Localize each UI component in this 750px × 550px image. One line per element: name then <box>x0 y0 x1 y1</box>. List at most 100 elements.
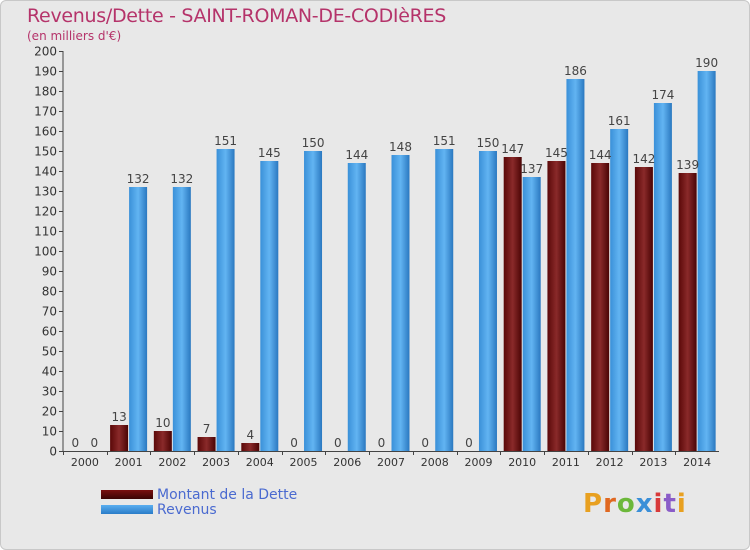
data-label-revenus: 151 <box>433 134 456 148</box>
data-label-revenus: 150 <box>477 136 500 150</box>
data-label-revenus: 151 <box>214 134 237 148</box>
data-label-dette: 0 <box>465 436 473 450</box>
x-tick-label: 2014 <box>683 456 711 469</box>
data-label-revenus: 148 <box>389 140 412 154</box>
data-label-revenus: 144 <box>345 148 368 162</box>
legend-label-dette: Montant de la Dette <box>157 486 298 503</box>
y-tick-label: 50 <box>42 345 57 359</box>
bar-dette <box>591 163 610 451</box>
x-tick-label: 2000 <box>71 456 99 469</box>
y-tick-label: 160 <box>34 125 57 139</box>
bar-dette <box>503 157 522 451</box>
data-label-revenus: 0 <box>91 436 99 450</box>
y-tick-label: 140 <box>34 165 57 179</box>
logo-letter: o <box>616 489 636 519</box>
chart-title: Revenus/Dette - SAINT-ROMAN-DE-CODIèRES <box>27 5 446 27</box>
logo-letter: r <box>603 489 617 519</box>
data-label-dette: 0 <box>421 436 429 450</box>
bar-revenus <box>172 187 191 451</box>
y-tick-label: 40 <box>42 365 57 379</box>
bar-dette <box>547 161 566 451</box>
x-tick-label: 2013 <box>639 456 667 469</box>
legend-swatch-dette <box>101 490 153 499</box>
data-label-dette: 13 <box>111 410 126 424</box>
y-tick-label: 180 <box>34 85 57 99</box>
data-label-dette: 142 <box>632 152 655 166</box>
y-tick-label: 0 <box>49 445 57 459</box>
proxiti-logo: Proxiti <box>583 489 687 519</box>
bar-revenus <box>653 103 672 451</box>
bar-revenus <box>216 149 235 451</box>
data-label-dette: 4 <box>246 428 254 442</box>
y-tick-label: 170 <box>34 105 57 119</box>
logo-letter: t <box>663 489 677 519</box>
y-tick-label: 90 <box>42 265 57 279</box>
logo-letter: x <box>635 489 654 519</box>
x-tick-label: 2011 <box>552 456 580 469</box>
y-tick-label: 120 <box>34 205 57 219</box>
x-tick-label: 2005 <box>290 456 318 469</box>
bar-revenus <box>610 129 629 451</box>
bar-revenus <box>347 163 366 451</box>
x-tick-label: 2006 <box>333 456 361 469</box>
bar-revenus <box>304 151 323 451</box>
legend-label-revenus: Revenus <box>157 501 217 518</box>
data-label-revenus: 132 <box>127 172 150 186</box>
data-label-revenus: 145 <box>258 146 281 160</box>
y-tick-label: 150 <box>34 145 57 159</box>
bar-dette <box>241 443 260 451</box>
logo-letter: i <box>676 489 687 519</box>
x-tick-label: 2012 <box>596 456 624 469</box>
bar-dette <box>153 431 172 451</box>
bar-dette <box>197 437 216 451</box>
bar-revenus <box>129 187 148 451</box>
data-label-revenus: 132 <box>170 172 193 186</box>
y-tick-label: 200 <box>34 45 57 59</box>
logo-letter: P <box>583 489 604 519</box>
data-label-revenus: 137 <box>520 162 543 176</box>
data-label-dette: 0 <box>378 436 386 450</box>
data-label-dette: 0 <box>290 436 298 450</box>
data-label-dette: 145 <box>545 146 568 160</box>
y-tick-label: 100 <box>34 245 57 259</box>
y-tick-label: 30 <box>42 385 57 399</box>
data-label-revenus: 190 <box>695 56 718 70</box>
x-tick-label: 2008 <box>421 456 449 469</box>
y-tick-label: 60 <box>42 325 57 339</box>
data-label-dette: 10 <box>155 416 170 430</box>
bar-revenus <box>522 177 541 451</box>
data-label-dette: 7 <box>203 422 211 436</box>
data-label-revenus: 150 <box>302 136 325 150</box>
bar-revenus <box>260 161 279 451</box>
x-tick-label: 2007 <box>377 456 405 469</box>
y-tick-label: 70 <box>42 305 57 319</box>
x-tick-label: 2003 <box>202 456 230 469</box>
chart-bars <box>110 71 716 451</box>
bar-dette <box>678 173 697 451</box>
x-tick-label: 2001 <box>115 456 143 469</box>
data-label-dette: 139 <box>676 158 699 172</box>
bar-revenus <box>391 155 410 451</box>
data-label-revenus: 161 <box>608 114 631 128</box>
chart-axes: 0102030405060708090100110120130140150160… <box>34 45 719 469</box>
legend-swatch-revenus <box>101 505 153 514</box>
x-tick-label: 2010 <box>508 456 536 469</box>
data-label-dette: 144 <box>589 148 612 162</box>
data-label-revenus: 174 <box>651 88 674 102</box>
y-tick-label: 190 <box>34 65 57 79</box>
data-label-dette: 147 <box>501 142 524 156</box>
x-tick-label: 2004 <box>246 456 274 469</box>
legend-item-dette: Montant de la Dette <box>101 486 298 503</box>
y-tick-label: 130 <box>34 185 57 199</box>
logo-letter: i <box>653 489 664 519</box>
bar-revenus <box>435 149 454 451</box>
bar-revenus <box>566 79 585 451</box>
y-tick-label: 10 <box>42 425 57 439</box>
data-label-revenus: 186 <box>564 64 587 78</box>
x-tick-label: 2009 <box>464 456 492 469</box>
y-tick-label: 110 <box>34 225 57 239</box>
x-tick-label: 2002 <box>158 456 186 469</box>
